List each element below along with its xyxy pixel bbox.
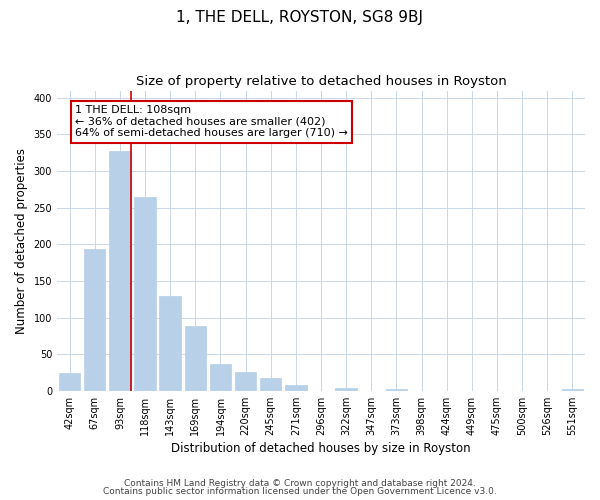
Text: Contains public sector information licensed under the Open Government Licence v3: Contains public sector information licen…: [103, 487, 497, 496]
Bar: [335, 388, 357, 391]
Bar: [134, 196, 156, 391]
X-axis label: Distribution of detached houses by size in Royston: Distribution of detached houses by size …: [171, 442, 471, 455]
Text: 1, THE DELL, ROYSTON, SG8 9BJ: 1, THE DELL, ROYSTON, SG8 9BJ: [176, 10, 424, 25]
Bar: [260, 378, 281, 391]
Y-axis label: Number of detached properties: Number of detached properties: [15, 148, 28, 334]
Bar: [84, 250, 106, 391]
Text: Contains HM Land Registry data © Crown copyright and database right 2024.: Contains HM Land Registry data © Crown c…: [124, 478, 476, 488]
Bar: [210, 364, 231, 391]
Title: Size of property relative to detached houses in Royston: Size of property relative to detached ho…: [136, 75, 506, 88]
Bar: [386, 388, 407, 391]
Bar: [562, 388, 583, 391]
Text: 1 THE DELL: 108sqm
← 36% of detached houses are smaller (402)
64% of semi-detach: 1 THE DELL: 108sqm ← 36% of detached hou…: [75, 105, 348, 138]
Bar: [235, 372, 256, 391]
Bar: [160, 296, 181, 391]
Bar: [59, 372, 80, 391]
Bar: [109, 150, 131, 391]
Bar: [185, 326, 206, 391]
Bar: [285, 385, 307, 391]
